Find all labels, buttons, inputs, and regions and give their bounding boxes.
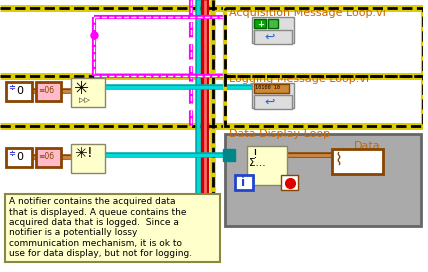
Text: 0: 0 — [16, 86, 23, 97]
Text: ≡0б: ≡0б — [39, 86, 54, 95]
Bar — [36, 148, 61, 167]
Text: ✳: ✳ — [74, 80, 89, 98]
Bar — [226, 8, 423, 76]
Bar — [254, 85, 288, 93]
Bar — [226, 134, 421, 226]
Text: 10100 10: 10100 10 — [255, 85, 280, 90]
Text: ▷▷: ▷▷ — [79, 97, 90, 103]
Bar — [252, 82, 294, 108]
Bar — [5, 194, 220, 262]
Text: !: ! — [87, 146, 92, 160]
Text: Data: Data — [354, 141, 380, 151]
Bar — [226, 76, 423, 126]
Text: ≑: ≑ — [8, 82, 15, 92]
Text: Logging Message Loop.vi: Logging Message Loop.vi — [229, 74, 369, 84]
Bar — [36, 82, 61, 101]
Text: A notifier contains the acquired data
that is displayed. A queue contains the
ac: A notifier contains the acquired data th… — [9, 197, 192, 258]
Bar — [254, 30, 291, 44]
Bar — [247, 146, 287, 184]
Text: i: i — [241, 176, 245, 189]
Bar — [71, 78, 105, 107]
Bar — [254, 95, 291, 109]
Bar — [226, 8, 423, 76]
Bar — [226, 76, 423, 126]
Bar — [235, 175, 253, 190]
Text: +: + — [257, 20, 264, 29]
Bar — [254, 19, 266, 28]
Text: ≑: ≑ — [8, 149, 15, 157]
Text: 0: 0 — [16, 153, 23, 162]
Bar — [71, 144, 105, 173]
Bar — [6, 148, 32, 167]
Bar — [6, 82, 32, 101]
Text: Acquisition Message Loop.vi: Acquisition Message Loop.vi — [229, 8, 386, 18]
Text: Σ...: Σ... — [249, 158, 266, 168]
Bar — [281, 175, 298, 190]
Bar — [332, 149, 383, 174]
Text: ↩: ↩ — [265, 31, 275, 44]
Bar — [252, 17, 294, 43]
Bar — [268, 19, 278, 28]
Text: ≡0б: ≡0б — [39, 153, 54, 162]
Text: ⌇: ⌇ — [334, 150, 342, 169]
Text: ↩: ↩ — [265, 96, 275, 109]
Text: ✳: ✳ — [74, 146, 87, 161]
Text: !: ! — [252, 148, 257, 160]
Text: Data Display Loop: Data Display Loop — [229, 129, 330, 139]
